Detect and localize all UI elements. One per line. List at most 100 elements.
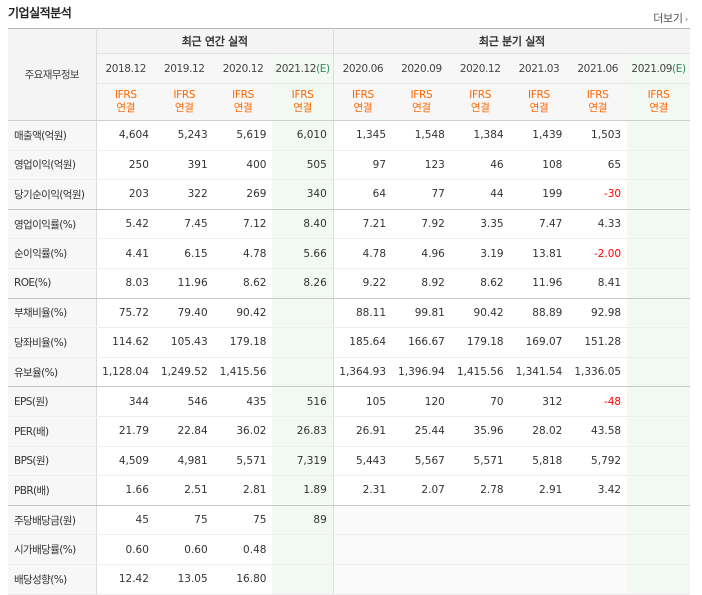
table-cell: 8.92: [392, 268, 451, 299]
row-label: ROE(%): [8, 268, 97, 299]
more-link[interactable]: 더보기 ›: [653, 10, 688, 26]
column-date: 2021.09(E): [627, 53, 690, 84]
table-cell: 1.66: [96, 475, 155, 506]
row-label: EPS(원): [8, 386, 97, 417]
table-cell: 90.42: [213, 298, 273, 329]
row-label: 순이익률(%): [8, 238, 97, 269]
table-cell: 1,548: [392, 120, 451, 151]
table-cell: 77: [392, 179, 451, 210]
table-row: 부채비율(%) 75.72 79.40 90.42 88.11 99.81 90.42 88.…: [8, 298, 690, 329]
table-row: PER(배) 21.79 22.84 36.02 26.83 26.91 25.44 35.9…: [8, 416, 690, 447]
row-label: 부채비율(%): [8, 298, 97, 329]
table-cell: 391: [154, 150, 214, 181]
table-cell: 22.84: [154, 416, 214, 447]
annual-group-header: 최근 연간 실적: [96, 28, 334, 54]
ifrs-label: IFRS: [528, 89, 550, 101]
table-cell: 1.89: [272, 475, 334, 506]
ifrs-label: IFRS: [647, 89, 670, 101]
table-cell: 43.58: [568, 416, 628, 447]
ifrs-label: IFRS: [173, 89, 196, 101]
table-cell: [272, 327, 334, 358]
table-cell: [627, 357, 690, 388]
table-cell: 2.78: [450, 475, 510, 506]
table-cell: 7,319: [272, 446, 334, 477]
table-cell: 269: [213, 179, 273, 210]
consolidated-label: 연결: [529, 102, 549, 114]
table-cell: 1,396.94: [392, 357, 451, 388]
table-cell: 64: [333, 179, 393, 210]
table-cell: 8.41: [568, 268, 628, 299]
table-cell: 4.78: [333, 238, 393, 269]
column-date: 2020.12: [213, 53, 273, 84]
column-accounting-standard: IFRS 연결: [213, 83, 273, 121]
consolidated-label: 연결: [116, 102, 136, 114]
consolidated-label: 연결: [174, 102, 194, 114]
column-accounting-standard: IFRS 연결: [509, 83, 569, 121]
table-cell: 21.79: [96, 416, 155, 447]
table-cell: 4,509: [96, 446, 155, 477]
row-label: 시가배당률(%): [8, 534, 97, 565]
table-cell: [627, 120, 690, 151]
quarter-group-header: 최근 분기 실적: [333, 28, 690, 54]
table-cell: 1,345: [333, 120, 393, 151]
table-cell: 1,341.54: [509, 357, 569, 388]
table-row: 당좌비율(%) 114.62 105.43 179.18 185.64 166.67 179…: [8, 327, 690, 358]
table-cell: 322: [154, 179, 214, 210]
table-cell: 75: [154, 505, 214, 536]
row-label: 주당배당금(원): [8, 505, 97, 536]
table-row: 배당성향(%) 12.42 13.05 16.80: [8, 564, 690, 595]
table-cell: 166.67: [392, 327, 451, 358]
table-cell: 3.19: [450, 238, 510, 269]
column-date-label: 2021.03: [518, 62, 560, 75]
table-cell: 6.15: [154, 238, 214, 269]
table-cell: [627, 209, 690, 240]
table-cell: -2.00: [568, 238, 628, 269]
table-cell: [509, 564, 569, 595]
table-cell: 5,243: [154, 120, 214, 151]
table-cell: 203: [96, 179, 155, 210]
table-cell: 5,792: [568, 446, 628, 477]
table-cell: 8.40: [272, 209, 334, 240]
table-cell: 2.07: [392, 475, 451, 506]
column-date: 2018.12: [96, 53, 155, 84]
column-date: 2021.03: [509, 53, 569, 84]
table-cell: 97: [333, 150, 393, 181]
estimate-mark: (E): [672, 62, 686, 75]
table-cell: 12.42: [96, 564, 155, 595]
ifrs-label: IFRS: [291, 89, 314, 101]
consolidated-label: 연결: [353, 102, 373, 114]
consolidated-label: 연결: [293, 102, 312, 114]
table-cell: 75: [213, 505, 273, 536]
column-date-label: 2020.12: [222, 62, 264, 75]
table-cell: 25.44: [392, 416, 451, 447]
table-cell: 4.33: [568, 209, 628, 240]
table-cell: 4.96: [392, 238, 451, 269]
table-cell: 4.78: [213, 238, 273, 269]
row-header-label: 주요재무정보: [8, 28, 97, 121]
table-cell: [392, 534, 451, 565]
table-cell: 1,415.56: [450, 357, 510, 388]
table-cell: [450, 564, 510, 595]
table-row: 영업이익률(%) 5.42 7.45 7.12 8.40 7.21 7.92 3.35 7.47…: [8, 209, 690, 240]
table-cell: 5,567: [392, 446, 451, 477]
table-row: ROE(%) 8.03 11.96 8.62 8.26 9.22 8.92 8.62 11.96…: [8, 268, 690, 299]
column-date: 2019.12: [154, 53, 214, 84]
table-cell: 6,010: [272, 120, 334, 151]
table-cell: 516: [272, 386, 334, 417]
table-cell: 344: [96, 386, 155, 417]
table-row: 시가배당률(%) 0.60 0.60 0.48: [8, 534, 690, 565]
table-cell: [568, 505, 628, 536]
column-date: 2021.06: [568, 53, 628, 84]
table-cell: 1,364.93: [333, 357, 393, 388]
table-cell: [272, 357, 334, 388]
table-cell: 75.72: [96, 298, 155, 329]
table-cell: [627, 179, 690, 210]
financial-summary-table: 주요재무정보 최근 연간 실적 최근 분기 실적 2018.12 2019.12 2…: [8, 28, 690, 595]
table-row: 순이익률(%) 4.41 6.15 4.78 5.66 4.78 4.96 3.19 13.81…: [8, 238, 690, 269]
table-cell: 5.42: [96, 209, 155, 240]
more-label[interactable]: 더보기: [653, 12, 683, 25]
table-cell: 5,571: [450, 446, 510, 477]
column-accounting-standard: IFRS 연결: [272, 83, 334, 121]
table-cell: [333, 564, 393, 595]
column-accounting-standard: IFRS 연결: [627, 83, 690, 121]
